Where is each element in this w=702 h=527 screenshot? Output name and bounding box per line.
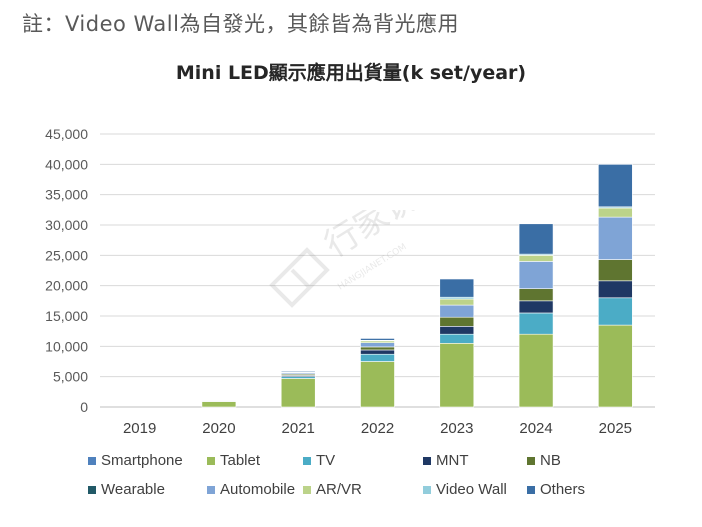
bar-segment-mnt-2025 [598,280,633,299]
watermark-icon [269,247,330,308]
legend-swatch [88,456,96,465]
bar-segment-automobile-2025 [598,216,633,260]
bar-segment-automobile-2022 [360,342,395,348]
x-tick-label: 2019 [123,420,156,437]
x-tick-label: 2024 [519,420,552,437]
x-tick-label: 2021 [282,420,315,437]
watermark-text: 行家说 [318,210,426,266]
legend-swatch [88,485,96,494]
y-tick-label: 45,000 [45,126,88,142]
y-tick-label: 15,000 [45,308,88,324]
legend-swatch [527,456,535,465]
x-tick-label: 2025 [599,420,632,437]
bar-segment-others-2022 [360,338,395,341]
legend-label: MNT [436,452,469,469]
bar-segment-mnt-2024 [518,300,554,314]
legend-item-wearable: Wearable [88,481,207,498]
legend-swatch [207,485,215,494]
bar-segment-nb-2025 [598,259,633,282]
bar-segment-nb-2022 [360,346,395,351]
legend-label: Wearable [101,481,165,498]
legend-item-automobile: Automobile [207,481,303,498]
legend-item-smartphone: Smartphone [88,452,207,469]
legend-label: Automobile [220,481,296,498]
y-tick-label: 20,000 [45,278,88,294]
legend-swatch [207,456,215,465]
stacked-bar-chart: 0 5,000 10,000 15,000 20,000 25,000 30,000 35,0… [45,126,655,437]
bar-segment-tablet-2024 [518,333,554,408]
legend-swatch [303,456,311,465]
bar-segment-tv-2022 [360,353,395,362]
x-tick-label: 2023 [440,420,473,437]
legend-item-tv: TV [303,452,423,469]
bar-segment-tv-2023 [439,333,475,344]
bar-segment-tv-2024 [518,312,554,335]
legend-item-others: Others [527,481,607,498]
legend-swatch [303,485,311,494]
y-tick-label: 10,000 [45,338,88,354]
legend-label: TV [316,452,336,469]
legend-label: Video Wall [436,481,507,498]
x-tick-label: 2020 [202,420,235,437]
bar-segment-tablet-2022 [360,361,395,408]
legend-item-tablet: Tablet [207,452,303,469]
legend-label: NB [540,452,561,469]
legend-swatch [527,485,535,494]
bar-segment-mnt-2023 [439,326,475,335]
bar-segment-others-2020 [201,400,237,402]
bar-segment-others-2021 [280,370,316,373]
y-tick-label: 35,000 [45,187,88,203]
bar-segment-others-2025 [598,164,633,208]
legend-label: Tablet [220,452,261,469]
y-tick-label: 0 [80,399,88,415]
footnote: 註：Video Wall為自發光，其餘皆為背光應用 [22,12,459,36]
bar-segment-tablet-2023 [439,342,475,408]
bar-segment-ar-vr-2024 [518,255,554,262]
legend-label: Others [540,481,586,498]
y-tick-label: 5,000 [53,369,88,385]
legend-item-video-wall: Video Wall [423,481,527,498]
bar-segment-others-2023 [439,278,475,298]
y-axis-ticks: 0 5,000 10,000 15,000 20,000 25,000 30,000 35,0… [45,126,88,415]
x-axis-ticks: 2019 2020 2021 2022 2023 2024 2025 [123,420,632,437]
bar-segment-tablet-2025 [598,324,633,408]
legend-label: AR/VR [316,481,362,498]
bar-segment-tablet-2021 [280,378,316,408]
watermark-logo: 行家说 HANGJIANET.COM [262,178,472,324]
y-tick-label: 25,000 [45,247,88,263]
y-tick-label: 40,000 [45,156,88,172]
legend-label: Smartphone [101,452,183,469]
bar-segment-tablet-2020 [201,401,237,408]
bar-segment-nb-2024 [518,288,554,302]
legend: Smartphone Tablet TV MNT NB Wearable Automobil… [88,452,688,498]
bar-segment-others-2024 [518,223,554,255]
bar-segment-mnt-2022 [360,349,395,355]
legend-swatch [423,456,431,465]
bar-segment-automobile-2024 [518,261,554,289]
legend-swatch [423,485,431,494]
bar-segment-tv-2025 [598,297,633,326]
legend-item-mnt: MNT [423,452,527,469]
bar-segment-ar-vr-2025 [598,207,633,218]
legend-item-ar-vr: AR/VR [303,481,423,498]
legend-item-nb: NB [527,452,607,469]
bars [201,164,633,408]
x-tick-label: 2022 [361,420,394,437]
chart-title: Mini LED顯示應用出貨量(k set/year) [175,62,527,84]
y-tick-label: 30,000 [45,217,88,233]
